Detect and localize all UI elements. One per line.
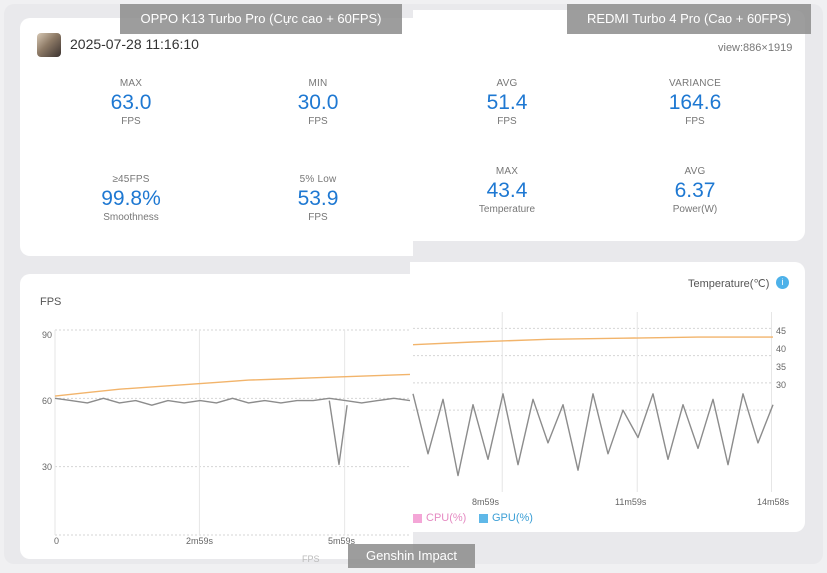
stat-avg-power: AVG 6.37 Power(W)	[625, 166, 765, 215]
stat-max-fps: MAX 63.0 FPS	[61, 78, 201, 127]
stat-caption: MAX	[119, 78, 143, 89]
device-label-left: OPPO K13 Turbo Pro (Cực cao + 60FPS)	[120, 4, 402, 34]
legend-label: GPU(%)	[492, 512, 533, 524]
fps-chart-card-left	[20, 274, 413, 559]
legend-label: CPU(%)	[426, 512, 467, 524]
x-tick-label: 14m58s	[757, 497, 790, 507]
stat-caption: 5% Low	[299, 174, 337, 185]
game-label: Genshin Impact	[348, 544, 475, 568]
gpu-legend-swatch	[479, 513, 488, 523]
stat-caption: ≥45FPS	[112, 174, 150, 185]
stat-caption: MIN	[308, 78, 328, 89]
fps-line	[412, 393, 774, 477]
stat-avg-fps: AVG 51.4 FPS	[437, 78, 577, 127]
cpu-legend-swatch	[413, 513, 422, 523]
stat-value: 53.9	[297, 187, 339, 210]
stat-caption: AVG	[684, 166, 706, 177]
stat-max-temperature: MAX 43.4 Temperature	[437, 166, 577, 215]
stat-unit: FPS	[121, 116, 141, 127]
y-tick-label: 30	[42, 462, 53, 472]
fps-chart-card-right	[410, 262, 805, 532]
stat-value: 99.8%	[101, 187, 161, 210]
legend-cpu[interactable]: CPU(%)	[413, 512, 466, 524]
stat-unit: FPS	[308, 116, 328, 127]
fps-chart-right-plot	[412, 312, 774, 492]
x-tick-label: 11m59s	[615, 497, 647, 507]
x-axis-title-partial: FPS	[302, 554, 320, 564]
stat-caption: VARIANCE	[669, 78, 721, 89]
x-tick-label: 8m59s	[472, 497, 500, 507]
fps-line	[54, 397, 411, 406]
stat-smoothness: ≥45FPS 99.8% Smoothness	[61, 174, 201, 223]
stat-value: 51.4	[486, 91, 528, 114]
stat-caption: MAX	[495, 166, 519, 177]
stat-variance: VARIANCE 164.6 FPS	[625, 78, 765, 127]
temperature-axis-title: Temperature(℃)	[688, 278, 770, 290]
fps-line	[328, 400, 348, 466]
stat-5pct-low: 5% Low 53.9 FPS	[248, 174, 388, 223]
stat-unit: FPS	[497, 116, 517, 127]
temp-tick-label: 40	[776, 344, 787, 354]
temp-tick-label: 45	[776, 326, 787, 336]
avatar	[37, 33, 61, 57]
temp-tick-label: 30	[776, 380, 787, 390]
stat-unit: Power(W)	[672, 204, 718, 215]
y-tick-label: 90	[42, 330, 53, 340]
temperature-line	[412, 336, 773, 346]
info-icon[interactable]: i	[776, 276, 789, 289]
fps-axis-title: FPS	[40, 296, 62, 308]
session-timestamp: 2025-07-28 11:16:10	[70, 36, 199, 52]
stat-value: 43.4	[486, 179, 528, 202]
stats-card-right	[413, 10, 805, 241]
fps-chart-left-plot	[54, 329, 411, 536]
stat-value: 6.37	[674, 179, 716, 202]
legend-gpu[interactable]: GPU(%)	[479, 512, 533, 524]
temperature-line	[54, 373, 411, 397]
temp-tick-label: 35	[776, 362, 787, 372]
x-tick-label: 2m59s	[186, 536, 214, 546]
x-tick-label: 5m59s	[328, 536, 356, 546]
stats-card-left	[20, 18, 413, 256]
view-size-label: view:886×1919	[718, 42, 793, 54]
stat-unit: Temperature	[478, 204, 536, 215]
y-tick-label: 60	[42, 396, 53, 406]
stat-unit: FPS	[685, 116, 705, 127]
stat-value: 30.0	[297, 91, 339, 114]
device-label-right: REDMI Turbo 4 Pro (Cao + 60FPS)	[567, 4, 811, 34]
stat-unit: Smoothness	[103, 212, 159, 223]
stat-min-fps: MIN 30.0 FPS	[248, 78, 388, 127]
stat-value: 164.6	[668, 91, 722, 114]
stat-value: 63.0	[110, 91, 152, 114]
x-tick-label: 0	[54, 536, 60, 546]
stat-unit: FPS	[308, 212, 328, 223]
stat-caption: AVG	[496, 78, 518, 89]
